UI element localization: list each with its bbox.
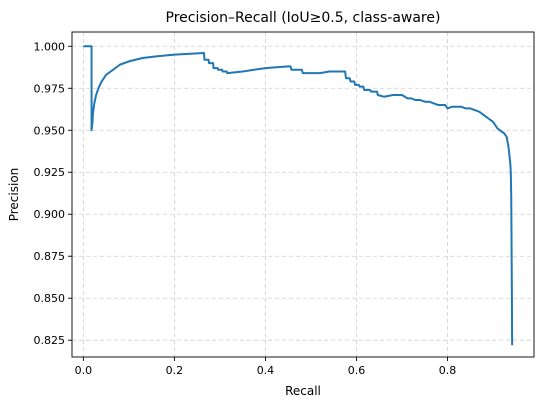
y-axis-label: Precision: [7, 168, 21, 222]
x-tick-label: 0.2: [166, 364, 184, 377]
x-tick-label: 0.0: [75, 364, 93, 377]
chart-title: Precision–Recall (IoU≥0.5, class-aware): [166, 10, 441, 26]
y-tick-label: 0.925: [34, 166, 66, 179]
y-tick-label: 0.975: [34, 82, 66, 95]
x-tick-label: 0.8: [439, 364, 457, 377]
y-tick-label: 0.850: [34, 292, 66, 305]
y-tick-label: 1.000: [34, 40, 66, 53]
precision-recall-curve: [83, 45, 514, 346]
x-tick-label: 0.6: [348, 364, 366, 377]
series-layer: [83, 45, 514, 346]
grid: [72, 32, 534, 357]
plot-frame: [71, 31, 535, 358]
y-axis-ticks: 0.825 0.850 0.875 0.900 0.925 0.950 0.975 1.000: [34, 40, 72, 347]
y-tick-label: 0.875: [34, 250, 66, 263]
y-tick-label: 0.950: [34, 124, 66, 137]
y-tick-label: 0.825: [34, 334, 66, 347]
x-tick-label: 0.4: [257, 364, 275, 377]
x-axis-label: Recall: [285, 384, 321, 398]
y-tick-label: 0.900: [34, 208, 66, 221]
x-axis-ticks: 0.0 0.2 0.4 0.6 0.8: [75, 357, 457, 377]
